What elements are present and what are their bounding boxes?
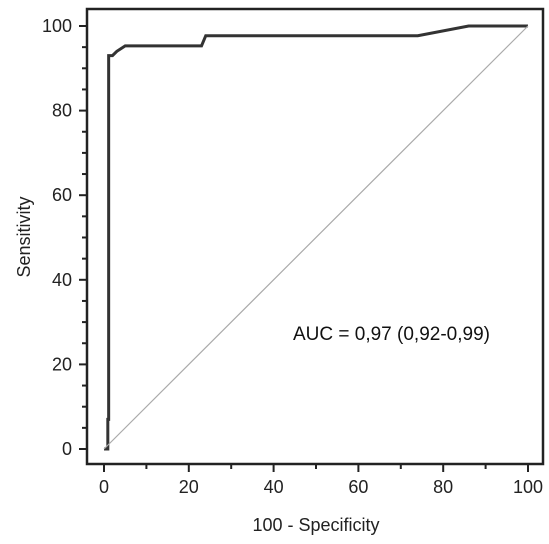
y-axis-label: Sensitivity	[14, 196, 34, 277]
x-tick-label: 0	[99, 477, 109, 497]
series-layer	[103, 24, 529, 451]
x-tick-label: 20	[179, 477, 199, 497]
x-tick-label: 40	[264, 477, 284, 497]
y-tick-label: 60	[52, 185, 72, 205]
y-tick-label: 0	[62, 439, 72, 459]
auc-annotation: AUC = 0,97 (0,92-0,99)	[293, 324, 490, 345]
x-tick-label: 80	[433, 477, 453, 497]
axis-ticks: 0 20 40 60 80 100 0 20 40 60 80 100	[42, 16, 543, 497]
y-tick-label: 100	[42, 16, 72, 36]
reference-diagonal-line	[103, 25, 529, 450]
x-tick-label: 100	[513, 477, 543, 497]
y-tick-label: 20	[52, 354, 72, 374]
x-tick-label: 60	[348, 477, 368, 497]
y-tick-label: 80	[52, 101, 72, 121]
plot-frame	[85, 7, 545, 466]
x-axis-label: 100 - Specificity	[252, 515, 379, 535]
y-tick-label: 40	[52, 270, 72, 290]
roc-curve-line	[104, 24, 528, 451]
